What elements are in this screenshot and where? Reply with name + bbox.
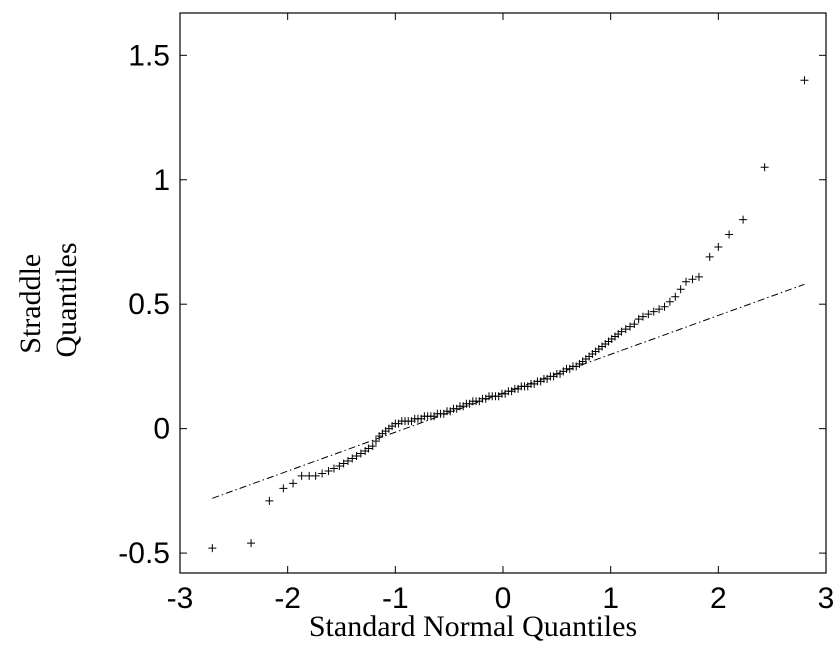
y-axis-title-line-2: Quantiles [50, 243, 83, 358]
plot-area-frame [179, 12, 827, 574]
data-point [714, 242, 723, 251]
tick-labels: -3 -2 -1 0 1 2 3 -0.5 0 0.5 1 1.5 [118, 39, 834, 615]
data-point [311, 471, 320, 480]
data-point [352, 452, 361, 461]
data-point [682, 277, 691, 286]
data-point [368, 442, 377, 451]
data-point [335, 461, 344, 470]
data-point [279, 484, 288, 493]
data-point [621, 325, 630, 334]
data-point [617, 327, 626, 336]
data-point [649, 307, 658, 316]
data-point [324, 466, 333, 475]
data-point [760, 163, 769, 172]
data-point [634, 315, 643, 324]
x-tick-label: -3 [167, 582, 194, 615]
data-point [208, 544, 217, 553]
y-axis-title-line-1: Straddle [14, 254, 47, 354]
data-point [725, 230, 734, 239]
x-tick-label: 3 [818, 582, 835, 615]
data-point [688, 275, 697, 284]
data-point [297, 471, 306, 480]
data-point [705, 252, 714, 261]
y-tick-label: 1.5 [128, 39, 170, 72]
data-point [638, 312, 647, 321]
data-point [265, 496, 274, 505]
y-axis-title: Straddle Quantiles [14, 243, 83, 358]
x-tick-label: 2 [710, 582, 727, 615]
data-point [694, 272, 703, 281]
x-tick-label: -2 [274, 582, 301, 615]
data-point [626, 322, 635, 331]
data-point [343, 457, 352, 465]
data-point [655, 305, 664, 314]
data-point [671, 292, 680, 301]
x-tick-label: 0 [495, 582, 512, 615]
data-point [339, 459, 348, 468]
data-point [676, 285, 685, 294]
data-point [247, 539, 256, 548]
data-point [356, 449, 365, 458]
data-point [318, 469, 327, 478]
data-point [660, 302, 669, 311]
data-point [364, 444, 373, 453]
data-point [348, 454, 357, 463]
data-points [208, 76, 809, 553]
data-point [289, 479, 298, 488]
x-axis-title: Standard Normal Quantiles [309, 610, 637, 643]
y-tick-label: 0 [153, 413, 170, 446]
x-tick-label: 1 [602, 582, 619, 615]
data-point [665, 297, 674, 306]
y-tick-label: -0.5 [118, 537, 170, 570]
data-point [329, 464, 338, 473]
data-point [800, 76, 809, 85]
data-point [630, 320, 639, 329]
data-point [739, 215, 748, 224]
y-tick-label: 0.5 [128, 288, 170, 321]
data-point [644, 310, 653, 319]
x-tick-label: -1 [382, 582, 409, 615]
y-tick-label: 1 [153, 164, 170, 197]
data-point [371, 437, 380, 446]
